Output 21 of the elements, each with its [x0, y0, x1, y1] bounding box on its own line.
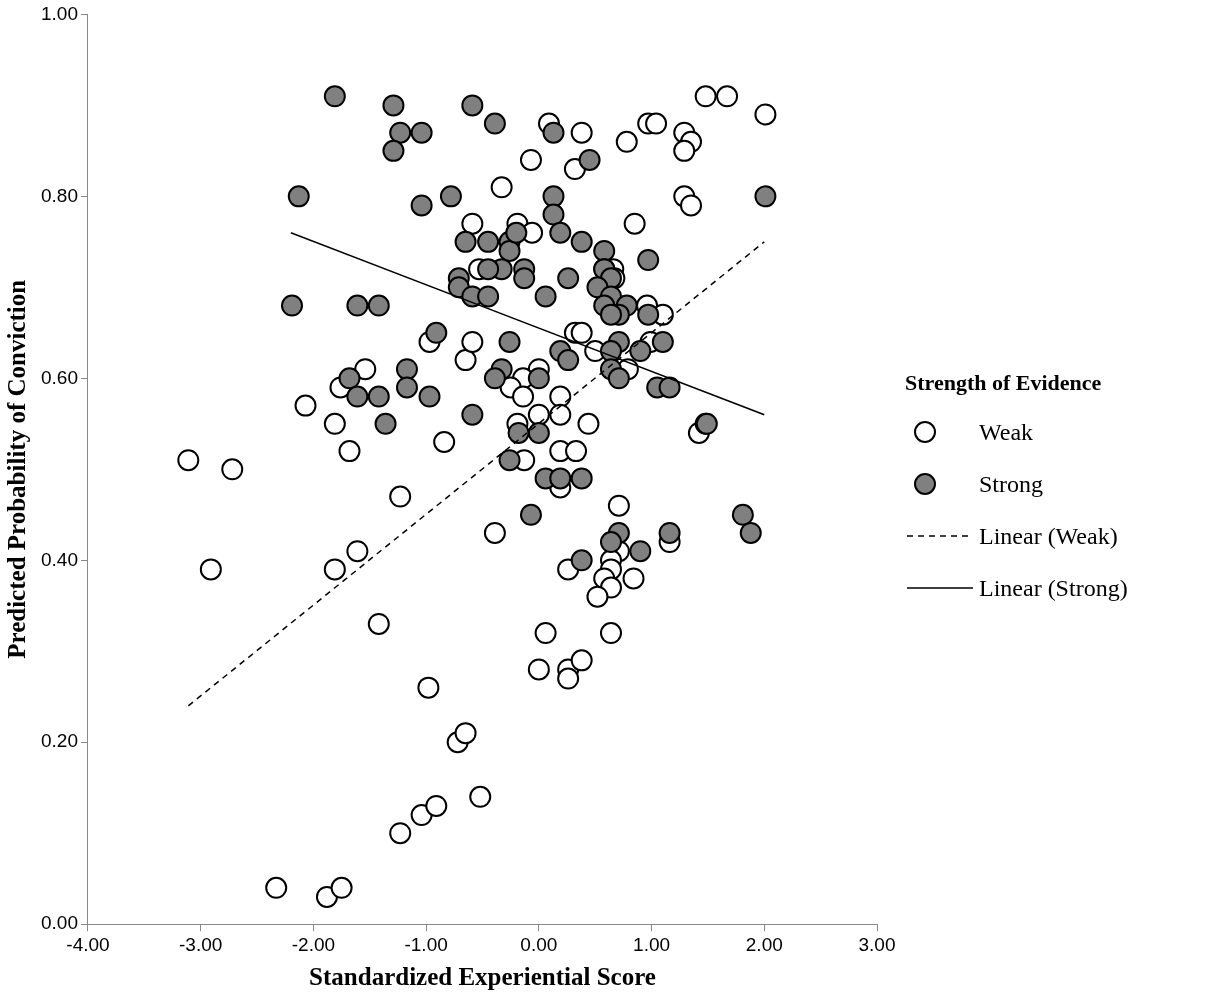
x-tick-label: -2.00	[291, 933, 336, 955]
legend-label: Linear (Weak)	[979, 522, 1118, 550]
y-tick-label: 0.80	[41, 184, 78, 206]
x-tick-label: 1.00	[633, 933, 671, 955]
legend-label: Weak	[979, 418, 1034, 446]
x-tick-label: 3.00	[858, 933, 896, 955]
legend-label: Strong	[979, 470, 1044, 498]
x-tick-label: 0.00	[520, 933, 558, 955]
legend-label: Linear (Strong)	[979, 574, 1128, 602]
y-tick-label: 1.00	[41, 2, 78, 24]
legend-title: Strength of Evidence	[905, 370, 1103, 396]
y-tick-label: 0.60	[41, 366, 78, 388]
y-tick-label: 0.20	[41, 730, 78, 752]
x-tick-label: -4.00	[66, 933, 110, 955]
y-tick-label: 0.00	[41, 912, 78, 934]
x-tick-label: 2.00	[745, 933, 783, 955]
y-axis-title: Predicted Probability of Conviction	[3, 279, 31, 659]
y-tick-label: 0.40	[41, 548, 78, 570]
x-axis-title: Standardized Experiential Score	[309, 963, 656, 991]
x-tick-label: -3.00	[179, 933, 223, 955]
x-tick-label: -1.00	[404, 933, 448, 955]
